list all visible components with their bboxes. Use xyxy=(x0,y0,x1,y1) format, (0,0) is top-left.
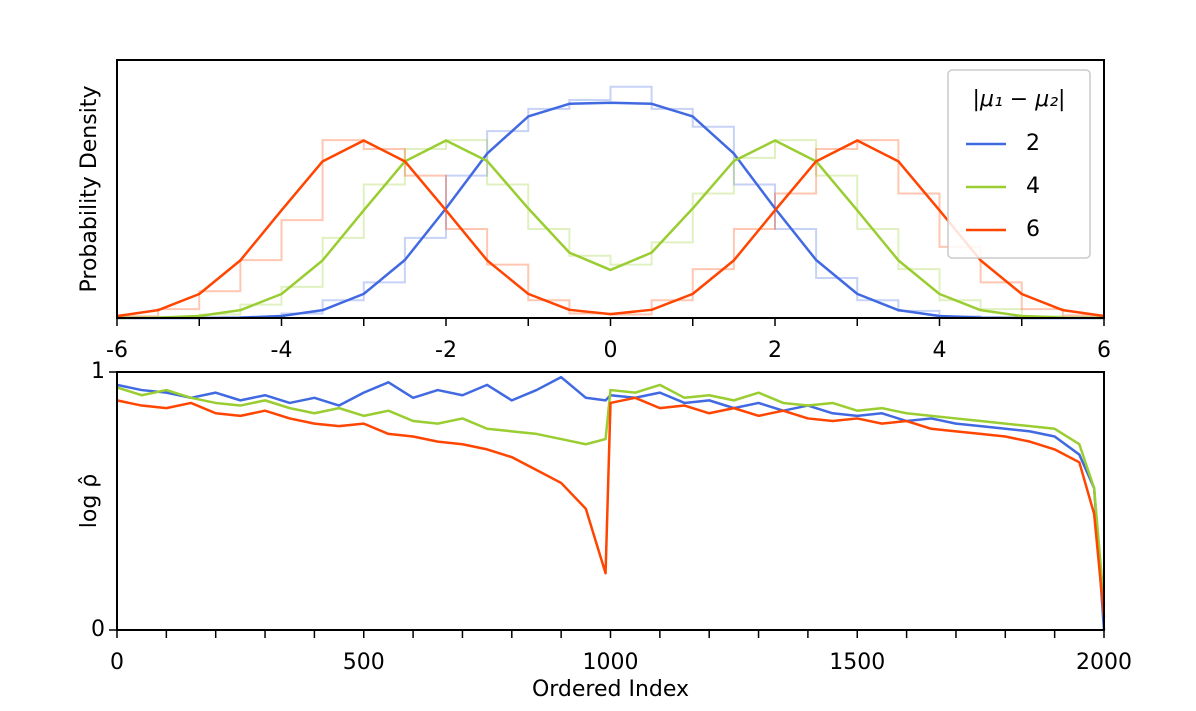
x-tick-label: -4 xyxy=(271,338,293,363)
x-tick-label: 0 xyxy=(110,650,124,675)
x-axis-label: Ordered Index xyxy=(532,677,689,702)
legend-label: 4 xyxy=(1026,174,1040,199)
x-tick-label: -6 xyxy=(106,338,128,363)
legend: |μ₁ − μ₂| 2 4 6 xyxy=(947,69,1091,259)
x-tick-label: 0 xyxy=(604,338,618,363)
series-line xyxy=(116,383,1106,605)
y-tick-label: 0 xyxy=(91,617,105,642)
y-axis-label: log ρ̂ xyxy=(77,474,102,529)
x-tick-label: 2 xyxy=(768,338,782,363)
series-line xyxy=(116,101,1105,320)
x-tick-label: 6 xyxy=(1097,338,1111,363)
x-tick-label: 500 xyxy=(343,650,385,675)
histogram xyxy=(117,139,1104,319)
legend-label: 2 xyxy=(1026,131,1040,156)
legend-title: |μ₁ − μ₂| xyxy=(973,87,1066,112)
x-tick-label: 2000 xyxy=(1076,650,1132,675)
x-tick-label: 1000 xyxy=(583,650,639,675)
legend-label: 6 xyxy=(1026,217,1040,242)
x-tick-label: 1500 xyxy=(829,650,885,675)
y-axis-label: Probability Density xyxy=(77,86,102,293)
y-tick-label: 1 xyxy=(91,359,105,384)
x-tick-label: 4 xyxy=(933,338,947,363)
series-line xyxy=(116,139,1105,318)
legend-box xyxy=(947,69,1091,259)
series-line xyxy=(116,396,1106,618)
series-line xyxy=(116,139,1105,320)
x-tick-label: -2 xyxy=(435,338,457,363)
